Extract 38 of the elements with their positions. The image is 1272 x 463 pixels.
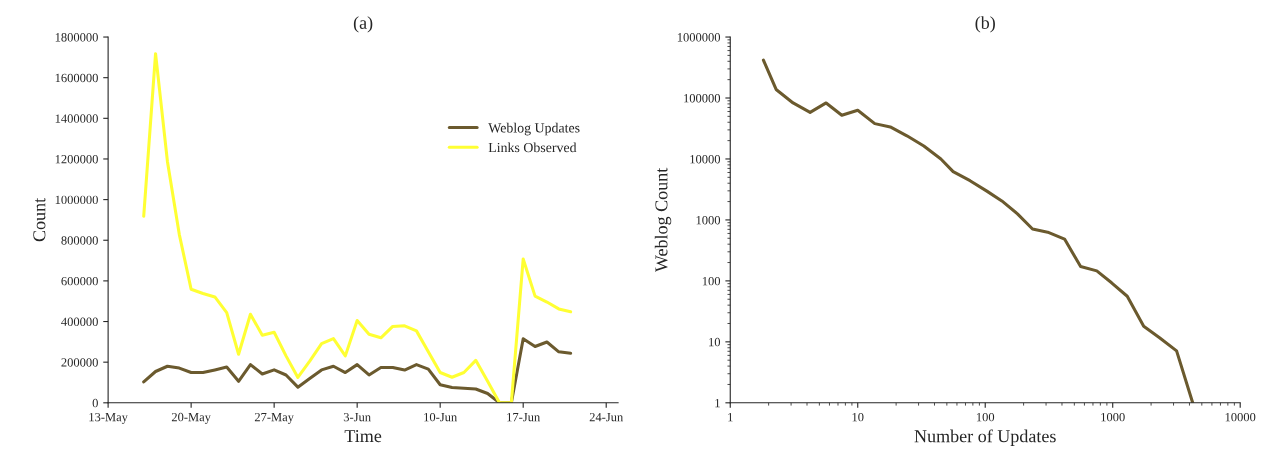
chart-title: (a)	[353, 16, 373, 33]
x-tick-label: 10	[852, 412, 864, 422]
x-axis-title: Number of Updates	[914, 429, 1056, 446]
x-tick-label: 20-May	[171, 412, 211, 424]
y-axis-title: Weblog Count	[654, 167, 672, 273]
line-series	[142, 337, 573, 403]
y-tick-label: 400000	[61, 317, 98, 326]
y-tick-label: 1400000	[55, 114, 98, 123]
y-tick-label: 600000	[61, 276, 98, 286]
y-tick-label: 1000	[696, 215, 721, 225]
y-tick-label: 1000000	[677, 33, 721, 42]
x-tick-label: 27-May	[254, 412, 294, 424]
chart-title: (b)	[975, 16, 995, 33]
legend-label: Links Observed	[488, 142, 577, 153]
y-tick-label: 200000	[61, 358, 98, 367]
x-tick-label: 24-Jun	[589, 412, 624, 422]
y-tick-label: 800000	[61, 236, 98, 245]
x-tick-label: 13-May	[89, 412, 128, 424]
y-tick-label: 0	[92, 398, 98, 408]
y-tick-label: 10000	[690, 154, 721, 164]
x-axis-title: Time	[344, 430, 382, 443]
legend-label: Weblog Updates	[488, 122, 580, 136]
x-tick-label: 3-Jun	[343, 412, 371, 422]
y-tick-label: 100000	[684, 94, 721, 103]
x-tick-label: 100	[976, 412, 995, 422]
x-tick-label: 10000	[1225, 412, 1256, 422]
y-tick-label: 1	[715, 398, 720, 408]
y-tick-label: 10	[709, 337, 721, 347]
x-tick-label: 1	[728, 412, 733, 422]
x-tick-label: 1000	[1101, 412, 1125, 422]
y-tick-label: 1800000	[55, 33, 98, 42]
y-tick-label: 1000000	[55, 195, 98, 205]
y-tick-label: 1600000	[55, 73, 98, 83]
x-tick-label: 10-Jun	[424, 412, 457, 422]
y-tick-label: 100	[702, 276, 721, 286]
y-tick-label: 1200000	[55, 154, 98, 164]
y-axis-title: Count	[33, 197, 46, 242]
x-tick-label: 17-Jun	[507, 412, 541, 422]
